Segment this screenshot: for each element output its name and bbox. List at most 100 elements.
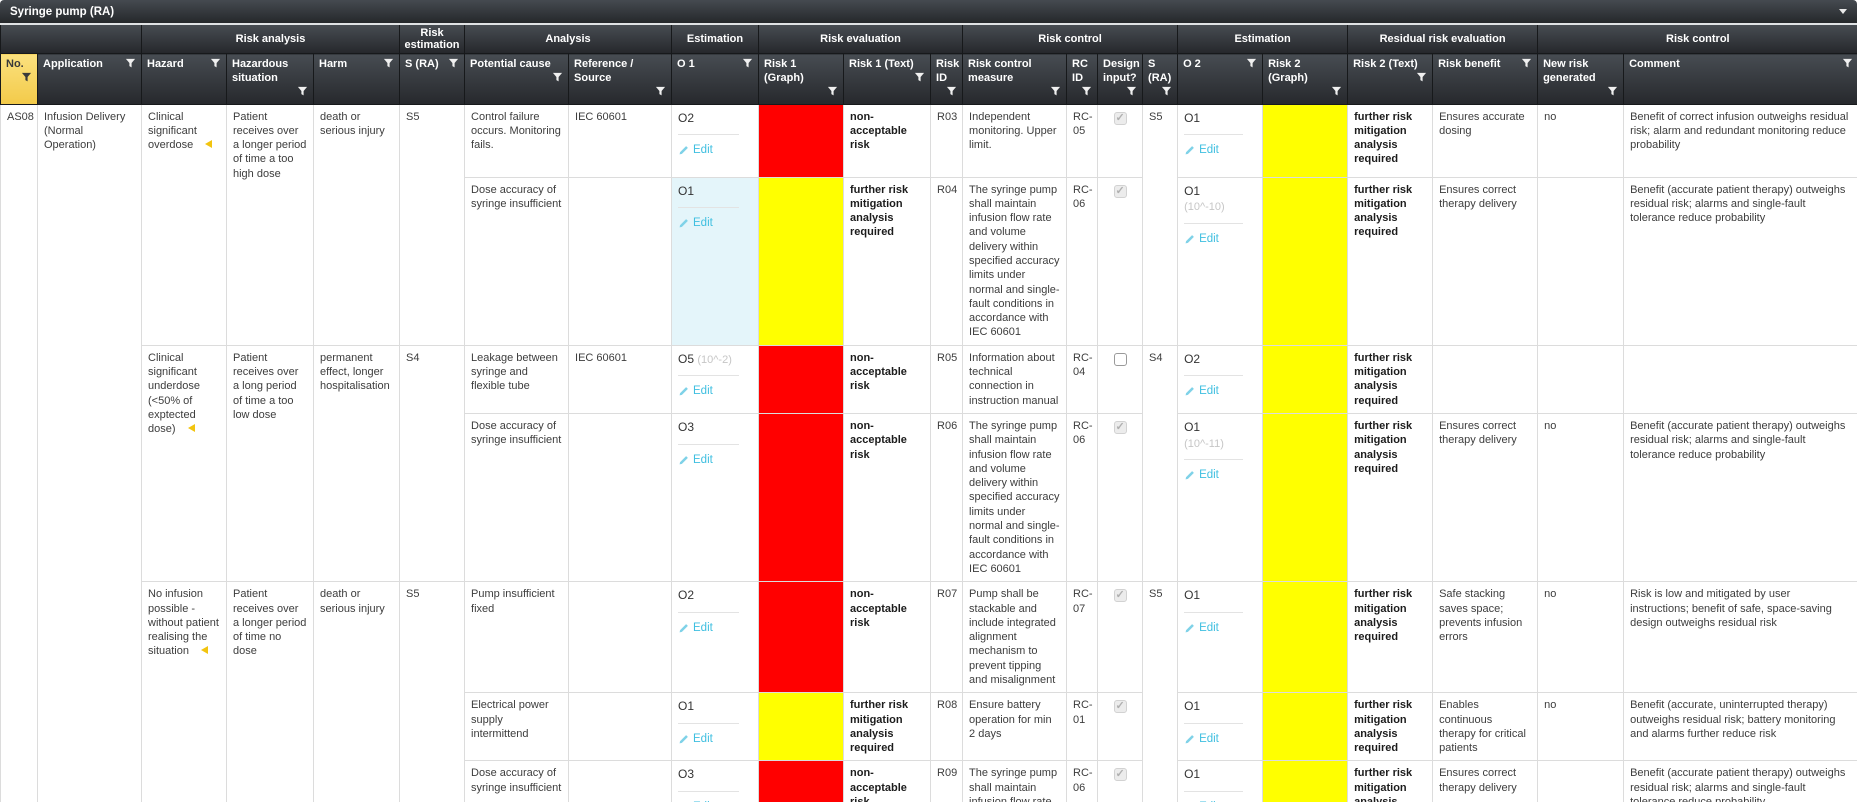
filter-icon[interactable] [17,72,32,86]
design-input-checkbox[interactable] [1113,111,1127,125]
column-header-row: No. Application Hazard Hazardous situati… [0,53,1857,105]
risk2-text-cell: further risk mitigation analysis require… [1347,692,1434,762]
risk1-graph-cell [758,176,845,346]
column-header-risk1-text[interactable]: Risk 1 (Text) [843,53,931,105]
risk1-graph-cell [758,581,845,694]
edit-link[interactable]: Edit [1184,621,1219,636]
new-risk-cell [1537,760,1625,802]
chevron-down-icon[interactable] [1839,9,1847,14]
comment-cell: Benefit (accurate patient therapy) outwe… [1623,176,1857,346]
column-header-harm[interactable]: Harm [312,53,400,105]
edit-link[interactable]: Edit [1184,468,1219,483]
rc-id-cell: RC-06 [1066,760,1099,802]
column-header-rc-id[interactable]: RC ID [1066,53,1098,105]
filter-icon[interactable] [1242,58,1257,72]
filter-icon[interactable] [444,58,459,72]
edit-link[interactable]: Edit [678,621,713,636]
column-header-s-ra-2[interactable]: S (RA) [1142,53,1178,105]
o1-cell: O3 Edit [671,760,760,802]
edit-link[interactable]: Edit [1184,384,1219,399]
column-header-no[interactable]: No. [0,53,38,105]
design-input-cell [1097,412,1144,583]
group-header-risk-control-2: Risk control [1537,25,1857,54]
filter-icon[interactable] [1122,86,1137,100]
panel-header[interactable]: Syringe pump (RA) [0,0,1857,25]
column-header-o2[interactable]: O 2 [1177,53,1263,105]
risk2-text-cell: further risk mitigation analysis require… [1347,103,1434,178]
filter-icon[interactable] [206,58,221,72]
design-input-checkbox[interactable] [1113,588,1127,603]
filter-icon[interactable] [1838,58,1853,72]
o1-cell: O2 Edit [671,103,760,178]
column-header-hazardous-situation[interactable]: Hazardous situation [226,53,314,105]
design-input-checkbox[interactable] [1113,420,1127,434]
filter-icon[interactable] [379,58,394,72]
column-header-potential-cause[interactable]: Potential cause [464,53,569,105]
risk-control-measure-cell: Ensure battery operation for min 2 days [962,692,1068,762]
filter-icon[interactable] [823,86,838,100]
column-header-risk-control-measure[interactable]: Risk control measure [962,53,1067,105]
edit-link[interactable]: Edit [678,732,713,747]
edit-link[interactable]: Edit [678,216,713,231]
risk2-text-cell: further risk mitigation analysis require… [1347,176,1434,346]
edit-link[interactable]: Edit [1184,732,1219,747]
potential-cause-cell: Control failure occurs. Monitoring fails… [464,103,570,178]
column-header-hazard[interactable]: Hazard [141,53,227,105]
edit-link[interactable]: Edit [678,384,713,399]
column-header-risk2-text[interactable]: Risk 2 (Text) [1347,53,1433,105]
pencil-icon [679,455,688,464]
column-header-risk1-graph[interactable]: Risk 1 (Graph) [758,53,844,105]
column-header-reference-source[interactable]: Reference / Source [568,53,672,105]
column-header-risk-benefit[interactable]: Risk benefit [1432,53,1538,105]
filter-icon[interactable] [1046,86,1061,100]
group-header-row: Risk analysis Risk estimation Analysis E… [0,25,1857,54]
filter-icon[interactable] [121,58,136,72]
pencil-icon [679,387,688,396]
column-header-s-ra[interactable]: S (RA) [399,53,465,105]
filter-icon[interactable] [910,72,925,86]
filter-icon[interactable] [548,72,563,86]
table-row: Dose accuracy of syringe insufficient O1… [1,176,1857,346]
risk-id-cell: R03 [930,103,964,178]
design-input-checkbox[interactable] [1113,352,1127,366]
column-header-risk2-graph[interactable]: Risk 2 (Graph) [1262,53,1348,105]
filter-icon[interactable] [293,86,308,100]
new-risk-cell: no [1537,412,1625,583]
filter-icon[interactable] [738,58,753,72]
filter-icon[interactable] [1157,86,1172,100]
o2-cell: O1 Edit [1177,760,1264,802]
risk2-text-cell: further risk mitigation analysis require… [1347,760,1434,802]
risk-id-cell: R07 [930,581,964,694]
filter-icon[interactable] [651,86,666,100]
risk-table: Risk analysis Risk estimation Analysis E… [0,25,1857,802]
column-header-o1[interactable]: O 1 [671,53,759,105]
rc-id-cell: RC-06 [1066,412,1099,583]
rc-id-cell: RC-05 [1066,103,1099,178]
design-input-checkbox[interactable] [1113,767,1127,782]
filter-icon[interactable] [1517,58,1532,72]
column-header-risk-id[interactable]: Risk ID [930,53,963,105]
risk2-graph-cell [1262,760,1349,802]
edit-link[interactable]: Edit [1184,143,1219,158]
design-input-checkbox[interactable] [1113,184,1127,198]
edit-link[interactable]: Edit [1184,232,1219,247]
pencil-icon [679,734,688,744]
filter-icon[interactable] [1412,72,1427,86]
reference-cell [568,412,673,583]
column-header-new-risk-generated[interactable]: New risk generated [1537,53,1624,105]
comment-cell: Benefit (accurate patient therapy) outwe… [1623,760,1857,802]
new-risk-cell: no [1537,581,1625,694]
edit-link[interactable]: Edit [678,143,713,158]
edit-link[interactable]: Edit [678,453,713,468]
column-header-design-input[interactable]: Design input? [1097,53,1143,105]
filter-icon[interactable] [1327,86,1342,100]
filter-icon[interactable] [1603,86,1618,100]
risk2-graph-cell [1262,344,1349,414]
column-header-application[interactable]: Application [37,53,142,105]
filter-icon[interactable] [942,86,957,100]
design-input-checkbox[interactable] [1113,699,1127,714]
column-header-comment[interactable]: Comment [1623,53,1857,105]
pencil-icon [1185,623,1194,633]
annotation-marker-icon [200,646,208,655]
filter-icon[interactable] [1077,86,1092,100]
